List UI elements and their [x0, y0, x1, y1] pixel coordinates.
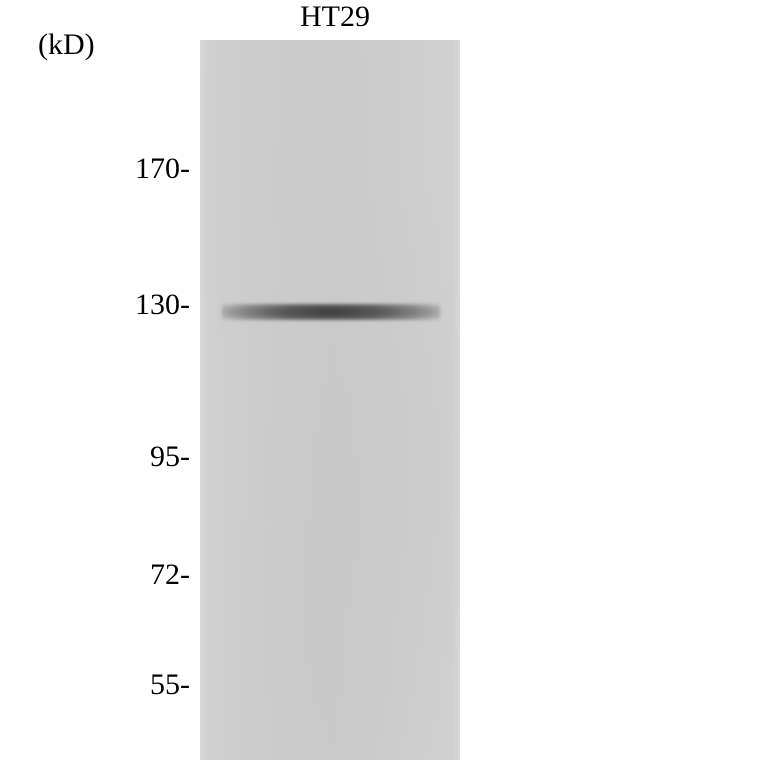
marker-72: 72- [150, 558, 190, 592]
sample-label: HT29 [300, 0, 370, 34]
marker-170: 170- [135, 152, 190, 186]
marker-95: 95- [150, 440, 190, 474]
protein-band [222, 304, 440, 320]
western-blot-figure: HT29 (kD) 170- 130- 95- 72- 55- [0, 0, 764, 764]
marker-130: 130- [135, 288, 190, 322]
blot-lane [200, 40, 460, 760]
lane-texture [200, 40, 460, 760]
unit-label: (kD) [38, 28, 95, 62]
marker-55: 55- [150, 668, 190, 702]
